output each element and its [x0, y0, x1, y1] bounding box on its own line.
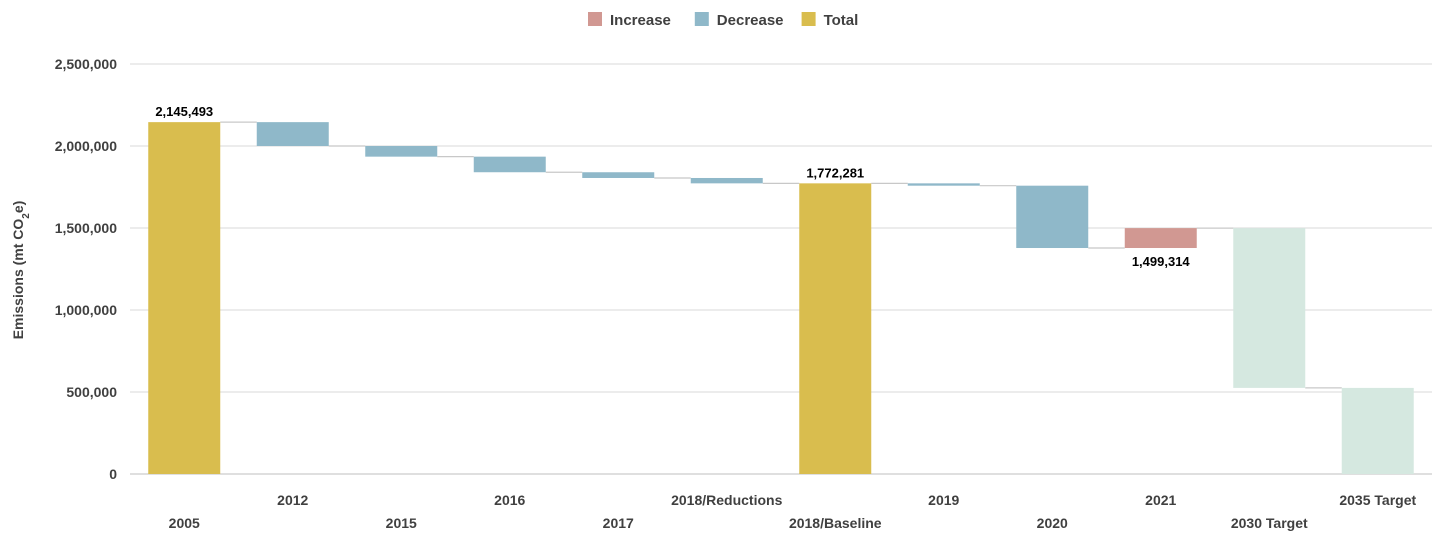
- legend-label-increase: Increase: [610, 12, 671, 29]
- bar-2020: [1016, 185, 1089, 249]
- x-tick-label: 2020: [1037, 515, 1068, 531]
- bars: [148, 122, 1414, 474]
- x-tick-label: 2035 Target: [1339, 492, 1416, 508]
- x-tick-label: 2019: [928, 492, 959, 508]
- x-tick-label: 2005: [169, 515, 200, 531]
- bar-2018-reductions: [690, 177, 763, 184]
- x-tick-label: 2018/Reductions: [671, 492, 782, 508]
- data-label: 1,499,314: [1132, 254, 1191, 269]
- data-label: 2,145,493: [155, 104, 213, 119]
- legend-label-total: Total: [824, 12, 859, 29]
- y-tick-label: 500,000: [66, 384, 117, 400]
- legend-swatch-increase: [588, 12, 602, 26]
- bar-2017: [582, 172, 655, 178]
- legend-swatch-decrease: [694, 12, 709, 26]
- x-tick-label: 2012: [277, 492, 308, 508]
- y-tick-label: 1,000,000: [55, 302, 117, 318]
- x-tick-label: 2015: [386, 515, 417, 531]
- legend-swatch-total: [801, 12, 816, 26]
- y-axis-label: Emissions (mt CO2e): [10, 201, 32, 340]
- y-tick-label: 0: [109, 466, 117, 482]
- x-axis-labels: 2005 2012 2015 2016 2017 2018/Reductions 2018/…: [169, 492, 1417, 531]
- legend-label-decrease: Decrease: [717, 12, 784, 29]
- connector-lines: [220, 121, 1342, 389]
- data-labels: 2,145,493 1,772,281 1,499,314: [155, 104, 1190, 269]
- y-tick-label: 1,500,000: [55, 220, 117, 236]
- x-tick-label: 2016: [494, 492, 525, 508]
- y-tick-label: 2,000,000: [55, 138, 117, 154]
- bar-2035-target: [1341, 387, 1414, 474]
- bar-2012: [256, 122, 329, 146]
- bar-2030-target: [1233, 228, 1306, 388]
- x-tick-label: 2018/Baseline: [789, 515, 882, 531]
- chart-legend: Increase Decrease Total: [588, 12, 858, 29]
- x-tick-label: 2021: [1145, 492, 1176, 508]
- y-tick-label: 2,500,000: [55, 56, 117, 72]
- data-label: 1,772,281: [806, 165, 864, 180]
- y-axis-ticks: 0 500,000 1,000,000 1,500,000 2,000,000 2,500…: [55, 56, 118, 482]
- x-tick-label: 2030 Target: [1231, 515, 1308, 531]
- bar-2016: [473, 156, 546, 173]
- bar-2019: [907, 183, 980, 186]
- bar-2015: [365, 146, 438, 157]
- bar-2021: [1124, 228, 1197, 249]
- bar-2018-baseline: [799, 183, 872, 474]
- x-tick-label: 2017: [603, 515, 634, 531]
- bar-2005: [148, 122, 221, 474]
